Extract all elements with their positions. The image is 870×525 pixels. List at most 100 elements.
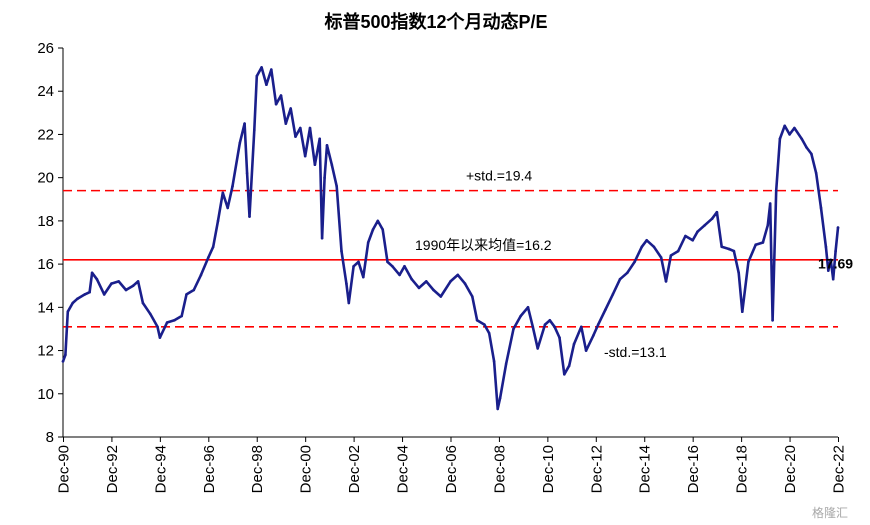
pe-data-point [386,260,389,264]
pe-data-point [136,280,140,283]
pe-data-point [185,293,188,296]
pe-data-point [652,245,656,249]
pe-data-point [766,223,770,227]
pe-data-point [475,319,479,322]
pe-data-point [504,362,508,365]
pe-data-point [243,122,246,125]
pe-data-point [580,325,583,329]
y-tick-label: 10 [37,386,54,403]
pe-data-point [274,102,278,106]
pe-data-point [834,249,837,253]
pe-data-point [381,228,385,231]
pe-data-point [768,202,772,205]
pe-data-point [323,176,326,179]
x-tick-label: Dec-02 [346,445,363,493]
pe-data-point [180,314,183,318]
pe-data-point [173,319,176,322]
pe-data-point [340,249,343,253]
pe-data-point [439,295,443,298]
pe-data-point [61,360,65,363]
pe-data-point [543,323,547,326]
pe-data-point [788,133,791,136]
pe-data-point [836,226,840,229]
pe-data-point [584,349,588,352]
pe-data-point [64,353,67,357]
pe-data-point [563,373,566,376]
pe-data-point [165,321,169,324]
x-tick-label: Dec-20 [782,445,799,493]
pe-data-point [248,215,251,218]
pe-data-point [303,154,307,158]
y-tick-label: 12 [37,343,54,360]
pe-data-point [148,312,152,316]
pe-data-point [531,325,535,329]
pe-data-point [536,347,539,350]
pe-data-point [88,290,91,294]
y-tick-label: 22 [37,126,54,143]
pe-data-point [715,210,719,214]
pe-data-point [829,258,832,262]
pe-data-point [471,295,474,298]
x-tick-label: Dec-04 [395,445,412,493]
x-tick-label: Dec-08 [491,445,508,493]
minus-std-line-label: -std.=13.1 [604,344,667,360]
pe-data-point [596,323,600,326]
y-tick-label: 24 [37,83,54,100]
pe-data-point [270,68,273,71]
pe-data-point [124,288,128,292]
pe-data-point [664,280,668,283]
pe-data-point [71,301,74,305]
pe-data-point [320,236,324,240]
pe-data-point [567,364,571,368]
pe-data-point [754,243,757,246]
pe-data-point [199,273,203,277]
pe-data-point [572,342,576,346]
x-tick-label: Dec-00 [298,445,315,493]
pe-data-point [771,319,774,322]
pe-data-point [827,269,830,272]
y-tick-label: 18 [37,213,54,230]
pe-data-point [158,336,162,339]
pe-data-point [761,241,765,244]
pe-data-point [131,284,135,288]
pe-data-point [371,228,375,231]
pe-data-point [640,245,644,249]
pe-data-point [496,407,500,411]
pe-data-point [284,122,288,125]
pe-data-point [403,265,406,268]
pe-data-point [805,146,808,149]
pe-data-point [676,249,680,253]
pe-data-point [526,306,530,309]
x-tick-label: Dec-94 [152,445,169,493]
chart-axes: 8 10 12 14 16 18 20 22 24 26 Dec-90 Dec-92 Dec-94 Dec… [37,40,847,493]
watermark: 格隆汇 [812,505,848,520]
pe-data-point [696,230,699,233]
pe-data-point [216,219,220,223]
pe-data-point [737,271,740,275]
pe-data-point [810,152,813,156]
pe-data-point [117,280,120,283]
pe-data-point [279,94,283,97]
pe-data-point [110,282,113,285]
y-tick-label: 20 [37,170,54,187]
pe-data-point [824,245,828,249]
pe-data-point [487,332,491,335]
pe-data-point [260,66,263,69]
pe-data-point [732,249,736,253]
pe-data-point [548,319,552,322]
pe-data-point [492,360,496,363]
pe-data-point [76,297,79,301]
pe-data-point [553,325,556,329]
pe-data-point [720,245,723,249]
pe-data-point [192,288,196,292]
pe-data-point [330,163,334,166]
pe-data-point [102,293,106,296]
y-tick-label: 14 [37,299,54,316]
pe-data-point [774,189,778,192]
series-group [61,66,840,411]
pe-data-point [592,334,595,337]
pe-data-point [211,245,215,249]
pe-data-point [231,185,234,188]
pe-data-point [376,219,380,223]
